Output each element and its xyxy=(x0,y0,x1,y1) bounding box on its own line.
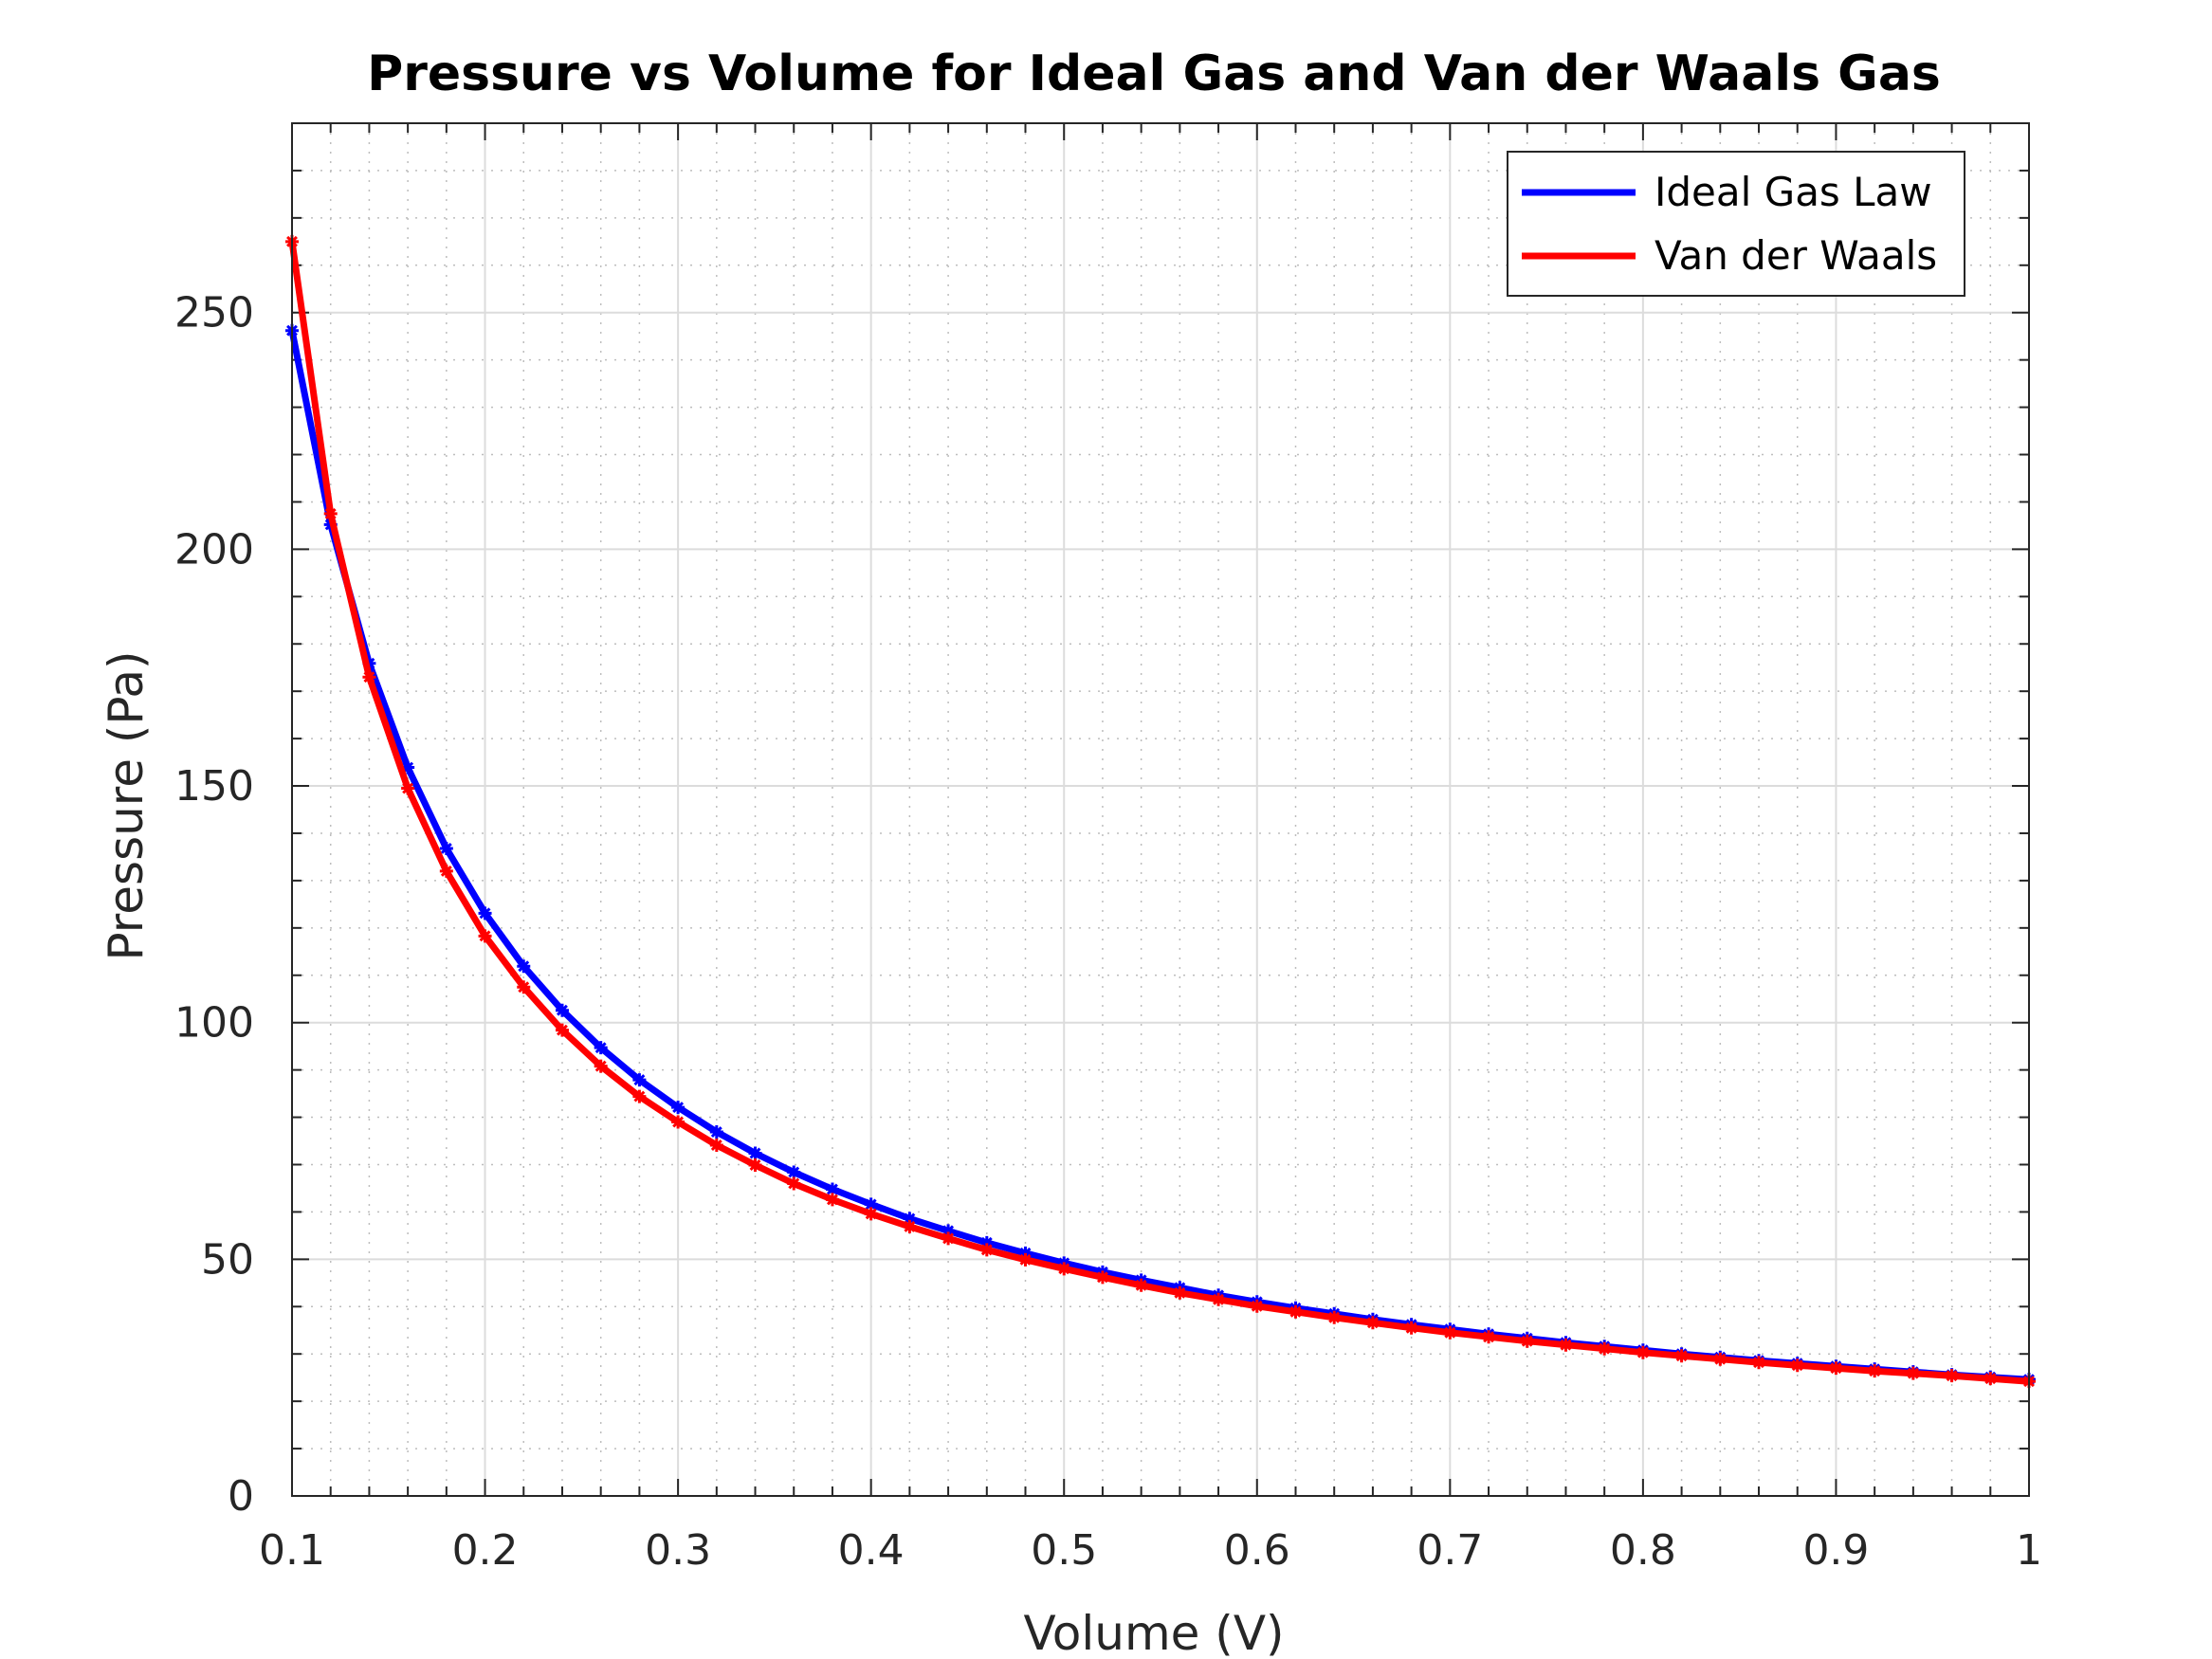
data-point-van-der-waals xyxy=(1404,1321,1418,1335)
data-point-van-der-waals xyxy=(1713,1352,1728,1366)
data-point-van-der-waals xyxy=(594,1059,608,1073)
data-point-van-der-waals xyxy=(478,929,492,943)
y-tick-label: 200 xyxy=(174,525,254,574)
data-point-van-der-waals xyxy=(1173,1285,1187,1300)
data-point-van-der-waals xyxy=(1636,1345,1650,1359)
data-point-van-der-waals xyxy=(1327,1310,1342,1324)
data-point-van-der-waals xyxy=(1250,1299,1264,1313)
x-tick-label: 1 xyxy=(2016,1526,2042,1575)
data-point-van-der-waals xyxy=(401,781,415,795)
legend-label-ideal-gas: Ideal Gas Law xyxy=(1654,169,1932,215)
data-point-van-der-waals xyxy=(1674,1349,1689,1363)
x-tick-label: 0.7 xyxy=(1417,1526,1483,1575)
data-point-van-der-waals xyxy=(1365,1316,1380,1330)
axes-box xyxy=(291,122,2030,1497)
data-point-van-der-waals xyxy=(1868,1364,1882,1378)
data-point-ideal-gas-law xyxy=(555,1003,569,1017)
legend-box xyxy=(1507,151,1965,297)
data-point-ideal-gas-law xyxy=(787,1165,801,1179)
data-point-van-der-waals xyxy=(671,1115,686,1129)
data-point-van-der-waals xyxy=(709,1139,723,1153)
data-point-van-der-waals xyxy=(787,1176,801,1191)
x-tick-label: 0.4 xyxy=(838,1526,905,1575)
x-tick-label: 0.2 xyxy=(452,1526,519,1575)
data-point-van-der-waals xyxy=(1018,1252,1033,1267)
data-point-van-der-waals xyxy=(323,506,338,520)
data-point-ideal-gas-law xyxy=(594,1041,608,1055)
data-point-ideal-gas-law xyxy=(825,1182,839,1196)
x-axis-title: Volume (V) xyxy=(1023,1606,1284,1659)
data-point-ideal-gas-law xyxy=(979,1235,994,1249)
data-point-van-der-waals xyxy=(362,670,376,684)
x-tick-label: 0.5 xyxy=(1031,1526,1097,1575)
data-point-van-der-waals xyxy=(1829,1361,1843,1376)
data-point-van-der-waals xyxy=(1443,1325,1457,1340)
data-point-ideal-gas-law xyxy=(439,841,453,855)
x-tick-label: 0.6 xyxy=(1224,1526,1290,1575)
data-point-van-der-waals xyxy=(439,864,453,878)
data-point-ideal-gas-law xyxy=(864,1197,878,1212)
plot-area xyxy=(285,122,2036,1497)
data-point-van-der-waals xyxy=(1559,1338,1573,1352)
y-tick-labels: 0 50 100 150 200 250 xyxy=(174,289,254,1521)
data-point-ideal-gas-law xyxy=(401,760,415,775)
axes-background xyxy=(292,123,2029,1496)
data-point-van-der-waals xyxy=(748,1158,762,1172)
minor-grid xyxy=(292,123,2029,1496)
data-point-ideal-gas-law xyxy=(748,1146,762,1160)
x-tick-label: 0.3 xyxy=(645,1526,711,1575)
y-axis-title: Pressure (Pa) xyxy=(99,651,154,961)
y-tick-label: 250 xyxy=(174,289,254,337)
tick-marks xyxy=(291,123,2030,1497)
data-point-van-der-waals xyxy=(1520,1334,1534,1348)
data-point-van-der-waals xyxy=(1945,1369,1959,1383)
data-point-van-der-waals xyxy=(979,1243,994,1257)
data-point-ideal-gas-law xyxy=(671,1101,686,1115)
data-point-van-der-waals xyxy=(555,1023,569,1037)
data-point-van-der-waals xyxy=(1983,1372,1998,1386)
series-layer xyxy=(285,234,2036,1389)
x-tick-label: 0.1 xyxy=(259,1526,325,1575)
y-tick-label: 0 xyxy=(228,1472,254,1521)
x-tick-label: 0.9 xyxy=(1802,1526,1869,1575)
data-point-van-der-waals xyxy=(903,1219,917,1233)
y-tick-label: 100 xyxy=(174,999,254,1048)
data-point-van-der-waals xyxy=(1134,1278,1148,1292)
data-point-van-der-waals xyxy=(1289,1304,1303,1319)
x-tick-labels: 0.1 0.2 0.3 0.4 0.5 0.6 0.7 0.8 0.9 1 xyxy=(259,1526,2042,1575)
data-point-van-der-waals xyxy=(1212,1292,1226,1306)
data-point-van-der-waals xyxy=(941,1231,956,1246)
data-point-van-der-waals xyxy=(632,1089,647,1103)
legend-label-van-der-waals: Van der Waals xyxy=(1654,232,1937,279)
data-point-van-der-waals xyxy=(864,1207,878,1221)
data-point-ideal-gas-law xyxy=(478,906,492,921)
data-point-ideal-gas-law xyxy=(632,1073,647,1087)
data-point-van-der-waals xyxy=(1598,1341,1612,1356)
y-tick-label: 50 xyxy=(201,1235,254,1284)
data-point-van-der-waals xyxy=(1095,1270,1109,1285)
y-tick-label: 150 xyxy=(174,762,254,811)
data-point-van-der-waals xyxy=(1057,1262,1071,1276)
data-point-ideal-gas-law xyxy=(941,1224,956,1238)
legend: Ideal Gas Law Van der Waals xyxy=(1507,151,1965,297)
data-point-ideal-gas-law xyxy=(903,1212,917,1226)
data-point-ideal-gas-law xyxy=(517,959,531,974)
x-tick-label: 0.8 xyxy=(1610,1526,1676,1575)
data-point-van-der-waals xyxy=(1906,1366,1920,1380)
chart-title: Pressure vs Volume for Ideal Gas and Van… xyxy=(367,46,1941,102)
data-point-van-der-waals xyxy=(825,1193,839,1207)
data-point-ideal-gas-law xyxy=(709,1125,723,1139)
data-point-van-der-waals xyxy=(517,980,531,994)
data-point-van-der-waals xyxy=(1790,1358,1804,1373)
series-line-van-der-waals xyxy=(288,241,2030,1385)
data-point-van-der-waals xyxy=(1482,1330,1496,1344)
data-point-van-der-waals xyxy=(1752,1356,1766,1370)
